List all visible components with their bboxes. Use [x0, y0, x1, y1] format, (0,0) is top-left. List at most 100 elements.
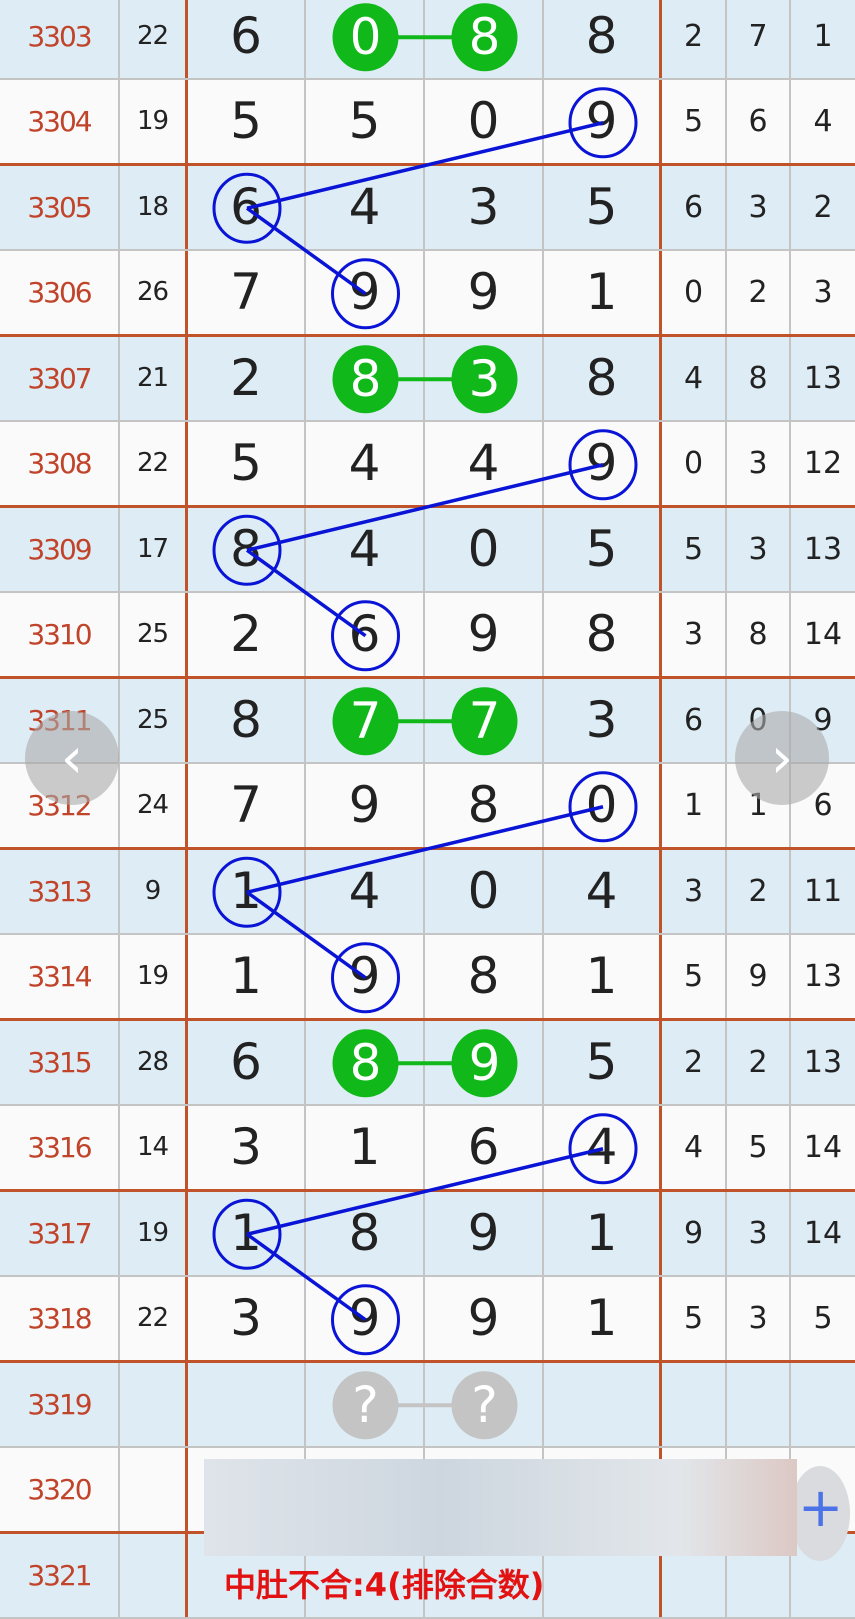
- cell-value: 13: [804, 532, 842, 567]
- cell-value: 0: [684, 446, 703, 481]
- stat-cell: 13: [791, 337, 855, 421]
- sum-cell: 22: [120, 422, 188, 505]
- stat-cell: 3: [791, 251, 855, 334]
- cell-value: 4: [586, 862, 618, 920]
- cell-value: 5: [586, 520, 618, 578]
- cell-value: 2: [684, 19, 703, 54]
- highlighted-digit: ?: [425, 1363, 544, 1449]
- stat-cell: 5: [662, 508, 727, 592]
- cell-value: 3306: [27, 276, 90, 309]
- cell-value: 22: [137, 21, 168, 51]
- cell-value: 3314: [27, 960, 90, 993]
- cell-value: 3307: [27, 362, 90, 395]
- digit-cell: 3: [188, 1106, 306, 1189]
- cell-value: 1: [586, 947, 618, 1005]
- cell-value: 3: [748, 446, 767, 481]
- cell-value: 3: [684, 874, 703, 909]
- stat-cell: [791, 1363, 855, 1447]
- cell-value: 4: [813, 104, 832, 139]
- cell-value: 4: [468, 434, 500, 492]
- cell-value: 4: [349, 862, 381, 920]
- digit-cell: [544, 1363, 662, 1447]
- digit-cell: 6: [188, 166, 306, 250]
- digit-cell: 0: [425, 850, 544, 934]
- digit-cell: 3: [425, 166, 544, 250]
- cell-value: 1: [586, 1289, 618, 1347]
- cell-value: 0: [684, 275, 703, 310]
- cell-value: 9: [468, 263, 500, 321]
- digit-cell: 6: [425, 1106, 544, 1189]
- cell-value: 3316: [27, 1131, 90, 1164]
- cell-value: 9: [586, 434, 618, 492]
- stat-cell: 8: [727, 337, 791, 421]
- issue-cell: 3305: [0, 166, 120, 250]
- cell-value: 3318: [27, 1302, 90, 1335]
- stat-cell: 3: [727, 508, 791, 592]
- stat-cell: 3: [662, 593, 727, 676]
- cell-value: 5: [230, 92, 262, 150]
- digit-cell: 5: [306, 80, 425, 163]
- stat-cell: 3: [727, 422, 791, 505]
- plus-icon: +: [798, 1476, 843, 1539]
- stat-cell: 6: [662, 679, 727, 763]
- cell-value: 5: [586, 1033, 618, 1091]
- cell-value: 3: [469, 350, 501, 408]
- cell-value: 6: [230, 178, 262, 236]
- stat-cell: 2: [662, 0, 727, 78]
- cell-value: 4: [349, 434, 381, 492]
- sum-cell: 17: [120, 508, 188, 592]
- stat-cell: 12: [791, 422, 855, 505]
- digit-cell: 5: [544, 1021, 662, 1105]
- cell-value: 3319: [27, 1388, 90, 1421]
- add-button[interactable]: +: [790, 1466, 850, 1561]
- cell-value: 8: [748, 361, 767, 396]
- cell-value: 13: [804, 959, 842, 994]
- cell-value: 6: [748, 104, 767, 139]
- cell-value: 8: [586, 605, 618, 663]
- stat-cell: 14: [791, 1192, 855, 1276]
- stat-cell: 3: [727, 166, 791, 250]
- issue-cell: 3310: [0, 593, 120, 676]
- chevron-left-icon: ‹: [61, 726, 83, 791]
- digit-cell: 7: [188, 764, 306, 847]
- cell-value: 7: [230, 776, 262, 834]
- digit-cell: 9: [425, 1277, 544, 1360]
- issue-cell: 3321: [0, 1534, 120, 1618]
- digit-cell: 8: [544, 0, 662, 78]
- cell-value: 3: [813, 275, 832, 310]
- sum-cell: 21: [120, 337, 188, 421]
- cell-value: 25: [137, 619, 168, 649]
- digit-cell: 9: [306, 764, 425, 847]
- stat-cell: 4: [662, 1106, 727, 1189]
- digit-cell: 8: [425, 935, 544, 1018]
- digit-cell: 0: [544, 764, 662, 847]
- next-button[interactable]: ›: [735, 711, 829, 805]
- cell-value: 8: [586, 349, 618, 407]
- issue-cell: 3313: [0, 850, 120, 934]
- highlighted-digit: 8: [425, 0, 544, 80]
- cell-value: 2: [684, 1045, 703, 1080]
- prev-button[interactable]: ‹: [25, 711, 119, 805]
- cell-value: 3: [230, 1289, 262, 1347]
- cell-value: 2: [813, 190, 832, 225]
- cell-value: 1: [586, 263, 618, 321]
- stat-cell: 1: [662, 764, 727, 847]
- cell-value: 8: [469, 8, 501, 66]
- sum-cell: 22: [120, 0, 188, 78]
- sum-cell: 19: [120, 80, 188, 163]
- stat-cell: 2: [727, 251, 791, 334]
- stat-cell: 2: [727, 850, 791, 934]
- digit-cell: 8: [188, 679, 306, 763]
- digit-cell: 4: [306, 166, 425, 250]
- cell-value: 9: [349, 1289, 381, 1347]
- highlighted-digit: 8: [306, 337, 425, 423]
- stat-cell: 5: [791, 1277, 855, 1360]
- stat-cell: 13: [791, 935, 855, 1018]
- cell-value: 14: [804, 1130, 842, 1165]
- cell-value: 0: [468, 862, 500, 920]
- cell-value: 28: [137, 1047, 168, 1077]
